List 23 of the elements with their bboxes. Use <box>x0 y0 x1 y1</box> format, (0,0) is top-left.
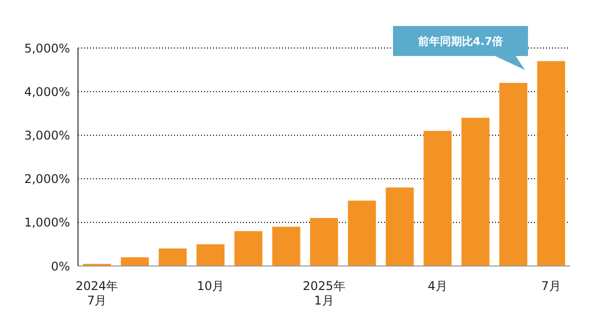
x-tick-label: 7月 <box>541 279 561 293</box>
y-tick-label: 4,000% <box>24 84 70 99</box>
x-tick-label: 2025年 1月 <box>302 279 346 308</box>
bar <box>120 257 149 266</box>
bar <box>386 188 414 266</box>
bar <box>196 244 225 266</box>
bar <box>234 231 262 266</box>
y-tick-label: 3,000% <box>24 128 70 142</box>
y-tick-label: 5,000% <box>24 41 70 56</box>
bar <box>461 118 490 266</box>
bar <box>424 130 452 266</box>
bar <box>310 218 338 266</box>
x-tick-label: 2024年 7月 <box>76 279 118 308</box>
y-tick-label: 0% <box>50 259 70 274</box>
bar <box>499 82 528 266</box>
x-tick-label: 4月 <box>428 279 448 293</box>
y-tick-label: 2,000% <box>24 172 70 186</box>
y-tick-label: 1,000% <box>24 216 70 230</box>
x-tick-label: 10月 <box>196 279 224 293</box>
bar <box>158 248 187 266</box>
bar <box>348 200 376 266</box>
bar <box>537 61 566 266</box>
bar <box>272 226 300 266</box>
